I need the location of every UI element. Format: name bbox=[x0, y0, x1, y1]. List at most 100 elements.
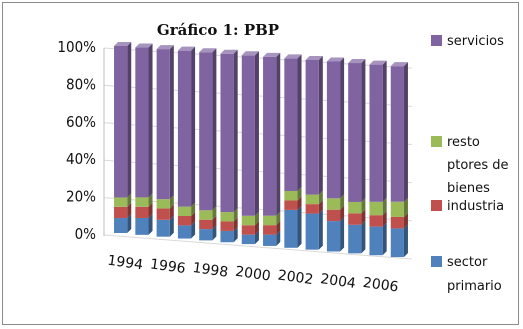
bar-segment-industria bbox=[220, 221, 234, 231]
bar-stack-1996 bbox=[156, 45, 174, 237]
legend-swatch-servicios bbox=[431, 35, 442, 46]
bar-segment-servicios bbox=[114, 46, 128, 198]
bar-top bbox=[220, 49, 238, 54]
bar-segment-industria bbox=[369, 215, 383, 227]
bar-side bbox=[127, 42, 132, 198]
bar-stack-2006 bbox=[369, 60, 387, 256]
legend-swatch-industria bbox=[431, 200, 442, 211]
bar-side bbox=[212, 215, 217, 230]
bar-side bbox=[403, 197, 408, 217]
bar-side bbox=[361, 209, 366, 225]
x-tick-label: 2006 bbox=[362, 275, 400, 296]
bar-side bbox=[212, 48, 217, 211]
legend-swatch-resto bbox=[431, 136, 442, 147]
bar-segment-industria bbox=[177, 216, 192, 226]
bar-side bbox=[403, 224, 408, 258]
bar-segment-resto-ptores-de-bienes bbox=[241, 215, 255, 226]
bar-segment-sector-primario bbox=[135, 217, 149, 235]
bar-side bbox=[318, 200, 323, 214]
bar-segment-servicios bbox=[241, 55, 255, 216]
bar-segment-servicios bbox=[156, 49, 170, 200]
bar-side bbox=[318, 190, 323, 205]
bar-side bbox=[361, 197, 366, 214]
bar-side bbox=[148, 202, 153, 218]
bar-side bbox=[382, 60, 387, 202]
bar-segment-resto-ptores-de-bienes bbox=[390, 201, 404, 217]
bar-segment-servicios bbox=[263, 56, 277, 216]
bar-segment-industria bbox=[390, 216, 404, 229]
bar-stack-2004 bbox=[326, 57, 345, 252]
bar-side bbox=[169, 45, 174, 200]
bar-side bbox=[382, 222, 387, 256]
bar-segment-industria bbox=[241, 225, 255, 235]
bar-side bbox=[340, 57, 345, 199]
bar-side bbox=[169, 204, 174, 220]
bar-segment-industria bbox=[135, 206, 149, 218]
bar-top bbox=[135, 43, 153, 48]
bar-stack-2005 bbox=[348, 59, 366, 254]
y-tick-label: 20% bbox=[66, 188, 96, 206]
legend-label-sector-2: primario bbox=[447, 279, 502, 294]
bar-side bbox=[403, 62, 408, 202]
bar-side bbox=[318, 209, 323, 250]
bar-side bbox=[148, 213, 153, 235]
bar-segment-resto-ptores-de-bienes bbox=[199, 210, 213, 220]
bar-side bbox=[382, 197, 387, 216]
bar-side bbox=[127, 214, 132, 233]
x-tick-label: 1994 bbox=[106, 253, 144, 274]
bar-segment-industria bbox=[305, 204, 319, 214]
y-tick-label: 40% bbox=[66, 150, 96, 168]
bar-stack-2007 bbox=[390, 62, 408, 258]
legend-label-resto-3: bienes bbox=[447, 181, 490, 196]
y-tick-label: 60% bbox=[66, 113, 96, 131]
bar-side bbox=[318, 55, 323, 195]
x-tick-label: 1996 bbox=[149, 256, 187, 277]
bar-side bbox=[276, 211, 281, 226]
bar-segment-sector-primario bbox=[305, 213, 319, 250]
bar-segment-servicios bbox=[177, 50, 192, 207]
bar-segment-sector-primario bbox=[369, 226, 383, 256]
legend-label-servicios: servicios bbox=[447, 34, 504, 49]
bar-segment-servicios bbox=[135, 47, 149, 198]
bar-stack-1995 bbox=[135, 43, 153, 235]
x-tick-label: 2004 bbox=[319, 271, 357, 292]
bar-top bbox=[114, 42, 132, 46]
bar-top bbox=[156, 45, 174, 50]
bar-side bbox=[297, 186, 302, 201]
bar-side bbox=[403, 212, 408, 229]
x-tick-label: 2000 bbox=[234, 264, 272, 285]
y-tick-label: 80% bbox=[66, 75, 96, 93]
bar-segment-industria bbox=[114, 206, 128, 219]
bar-segment-industria bbox=[156, 208, 170, 220]
bar-segment-servicios bbox=[326, 61, 341, 199]
x-tick-label: 2002 bbox=[277, 267, 315, 288]
bar-top bbox=[326, 57, 345, 62]
legend-label-sector-1: sector bbox=[447, 255, 488, 270]
bar-segment-resto-ptores-de-bienes bbox=[305, 194, 319, 205]
bar-segment-servicios bbox=[348, 63, 362, 202]
bar-side bbox=[361, 59, 366, 202]
bar-side bbox=[233, 226, 238, 243]
bar-top bbox=[369, 60, 387, 65]
bar-side bbox=[276, 230, 281, 246]
chart-title: Gráfico 1: PBP bbox=[157, 21, 279, 39]
bar-segment-industria bbox=[263, 225, 277, 235]
bar-stack-2000 bbox=[241, 51, 259, 245]
bar-side bbox=[254, 211, 259, 226]
bar-segment-servicios bbox=[369, 64, 383, 202]
bar-segment-sector-primario bbox=[220, 230, 234, 243]
chart-frame bbox=[2, 2, 519, 325]
bar-side bbox=[191, 46, 196, 207]
legend: servicios resto ptores de bienes industr… bbox=[431, 34, 509, 294]
bar-segment-sector-primario bbox=[199, 229, 213, 241]
x-tick-label: 1998 bbox=[192, 260, 230, 281]
bar-segment-sector-primario bbox=[348, 224, 362, 254]
bar-segment-resto-ptores-de-bienes bbox=[263, 215, 277, 226]
bar-side bbox=[361, 220, 366, 254]
y-tick-label: 0% bbox=[75, 225, 97, 243]
bar-top bbox=[348, 59, 366, 64]
bar-side bbox=[276, 221, 281, 235]
bar-side bbox=[127, 193, 132, 207]
bar-stack-2003 bbox=[305, 55, 323, 250]
